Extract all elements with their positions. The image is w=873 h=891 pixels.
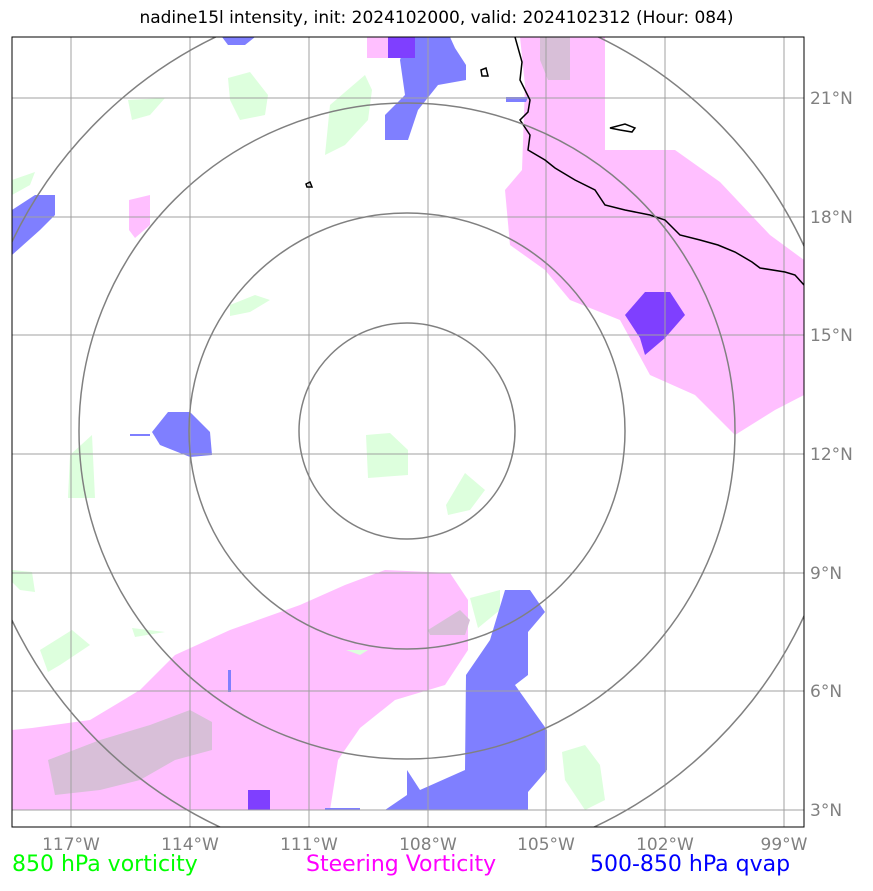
lon-tick-label: 108°W xyxy=(399,835,457,855)
legend-steering-vorticity: Steering Vorticity xyxy=(306,852,497,877)
plot-frame xyxy=(11,36,805,828)
lat-tick-label: 15°N xyxy=(810,326,853,346)
lon-tick-label: 117°W xyxy=(42,835,100,855)
lon-tick-label: 99°W xyxy=(761,835,808,855)
lon-tick-label: 102°W xyxy=(636,835,694,855)
range-rings xyxy=(12,37,804,827)
lat-tick-label: 18°N xyxy=(810,208,853,228)
lon-tick-label: 114°W xyxy=(161,835,219,855)
lat-tick-label: 21°N xyxy=(810,89,853,109)
lat-tick-label: 3°N xyxy=(810,801,842,821)
lon-tick-label: 105°W xyxy=(517,835,575,855)
qvap-high-fill xyxy=(248,37,685,810)
lat-tick-label: 9°N xyxy=(810,564,842,584)
legend-qvap: 500-850 hPa qvap xyxy=(590,852,791,877)
lat-tick-label: 12°N xyxy=(810,445,853,465)
coastline xyxy=(305,37,804,286)
lat-tick-label: 6°N xyxy=(810,682,842,702)
map-area xyxy=(12,37,804,827)
legend-850-vorticity: 850 hPa vorticity xyxy=(12,852,198,877)
steering-vorticity-fill xyxy=(12,37,804,810)
lon-tick-label: 111°W xyxy=(280,835,338,855)
lat-tick-labels: 3°N 6°N 9°N 12°N 15°N 18°N 21°N xyxy=(810,89,853,821)
overlap-fill xyxy=(48,37,570,795)
gridlines xyxy=(12,37,804,827)
lon-tick-labels: 117°W 114°W 111°W 108°W 105°W 102°W 99°W xyxy=(42,835,808,855)
qvap-fill xyxy=(12,37,547,810)
map-title: nadine15l intensity, init: 2024102000, v… xyxy=(139,8,734,28)
